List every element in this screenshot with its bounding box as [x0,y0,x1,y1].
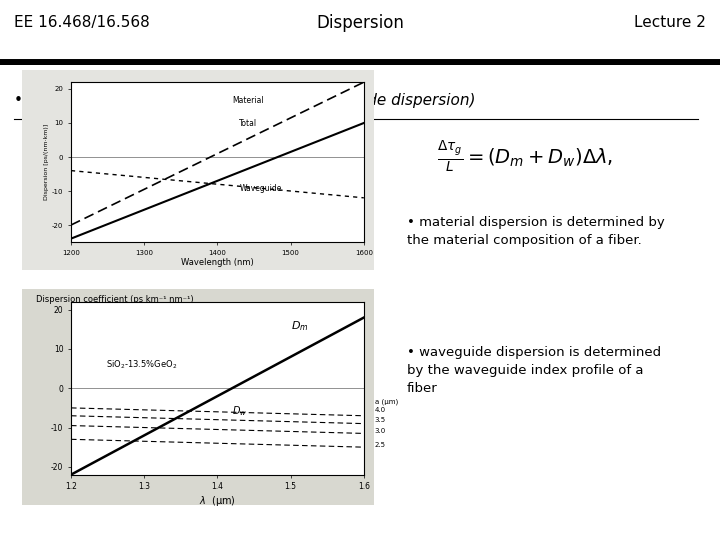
Text: $\frac{\Delta\tau_g}{L} = (D_m + D_w)\Delta\lambda,$: $\frac{\Delta\tau_g}{L} = (D_m + D_w)\De… [437,139,613,174]
Text: EE 16.468/16.568: EE 16.468/16.568 [14,15,150,30]
Text: • material dispersion is determined by
the material composition of a fiber.: • material dispersion is determined by t… [407,216,665,247]
Text: SiO$_2$-13.5%GeO$_2$: SiO$_2$-13.5%GeO$_2$ [106,359,178,371]
Text: $D_m$: $D_m$ [291,319,308,333]
Text: 2.5: 2.5 [375,442,386,448]
Text: • waveguide dispersion is determined
by the waveguide index profile of a
fiber: • waveguide dispersion is determined by … [407,346,661,395]
X-axis label: $\lambda$  (μm): $\lambda$ (μm) [199,494,236,508]
Text: • chromatic dispersion (material plus waveduide dispersion): • chromatic dispersion (material plus wa… [14,93,476,109]
Text: Dispersion: Dispersion [316,14,404,32]
Text: Lecture 2: Lecture 2 [634,15,706,30]
Text: Waveguide: Waveguide [239,184,282,193]
Text: 3.0: 3.0 [375,428,386,434]
X-axis label: Wavelength (nm): Wavelength (nm) [181,259,253,267]
Text: a (μm): a (μm) [375,399,398,406]
Text: 4.0: 4.0 [375,407,386,413]
Text: Material: Material [232,96,264,105]
Text: $D_w$: $D_w$ [232,404,247,417]
Y-axis label: Dispersion [ps/(nm·km)]: Dispersion [ps/(nm·km)] [44,124,49,200]
Text: Dispersion coefficient (ps km⁻¹ nm⁻¹): Dispersion coefficient (ps km⁻¹ nm⁻¹) [36,295,194,305]
Text: 3.5: 3.5 [375,417,386,423]
Text: Total: Total [239,119,258,129]
